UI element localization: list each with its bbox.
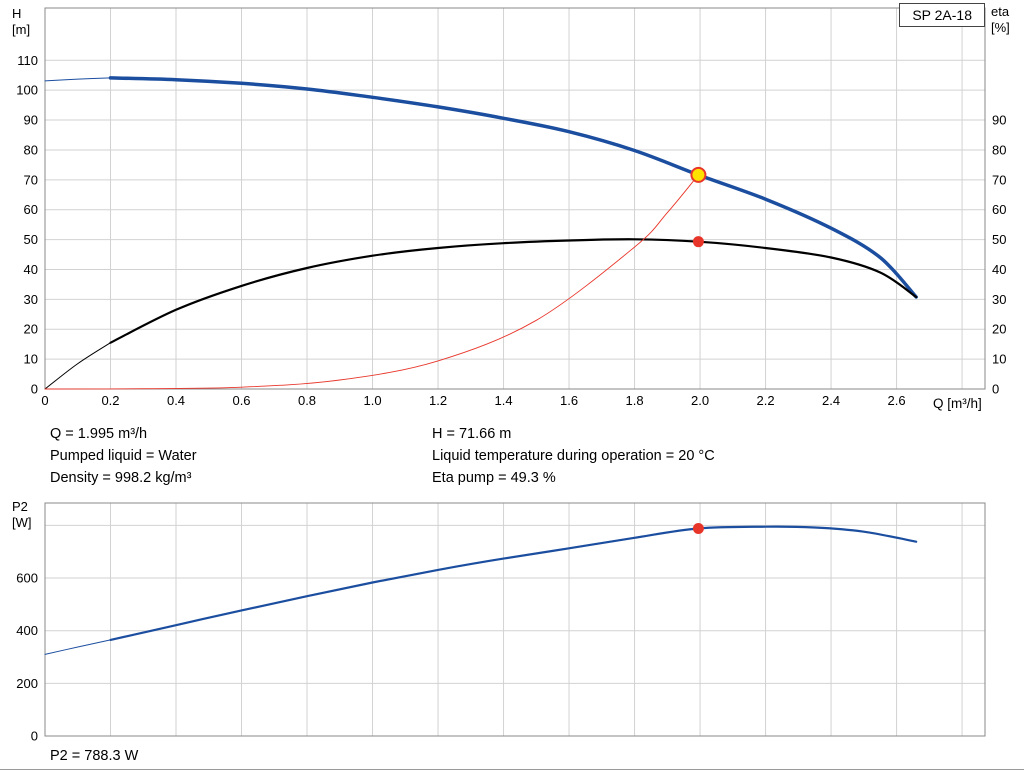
p2-point (692, 522, 704, 534)
y-tick-label-right: 10 (992, 352, 1006, 367)
x-tick-label: 0.2 (101, 393, 119, 408)
head-curve (108, 76, 918, 299)
x-tick-label: 2.2 (757, 393, 775, 408)
x-tick-label: 0 (41, 393, 48, 408)
x-tick-label: 1.6 (560, 393, 578, 408)
right-axis-title-line2: [%] (991, 20, 1010, 35)
y-tick-label-left: 110 (17, 53, 38, 68)
hq-chart: 0 0.2 0.4 0.6 0.8 1.0 1.2 1.4 1.6 1.8 2.0 2.2 2.4 2.6… (16, 7, 1006, 408)
efficiency-curve (109, 238, 918, 344)
y-tick-label-left: 70 (24, 172, 38, 187)
info-pumped-liquid: Pumped liquid = Water (50, 448, 197, 464)
right-axis-title: eta [%] (991, 4, 1010, 36)
x-tick-label: 1.0 (363, 393, 381, 408)
head-curve (44, 77, 111, 82)
info-flow: Q = 1.995 m³/h (50, 426, 148, 442)
duty-info-left-column: Q = 1.995 m³/h Pumped liquid = Water Den… (50, 423, 197, 489)
x-tick-label: 2.0 (691, 393, 709, 408)
x-tick-label: 1.2 (429, 393, 447, 408)
pump-model-label: SP 2A-18 (912, 7, 972, 23)
y-tick-label-right: 50 (992, 232, 1006, 247)
y-tick-label-left: 30 (24, 292, 38, 307)
y-tick-label-left: 90 (24, 113, 38, 128)
p2-curve (109, 525, 918, 641)
left-axis-title: H [m] (12, 6, 30, 38)
efficiency-curve (44, 342, 111, 390)
system-curve (44, 174, 699, 390)
y-tick-label-left: 600 (16, 571, 38, 586)
plot-border (44, 502, 986, 737)
x-tick-label: 0.8 (298, 393, 316, 408)
pump-model-badge: SP 2A-18 (899, 3, 985, 27)
y-tick-label-left: 200 (16, 676, 38, 691)
info-head: H = 71.66 m (432, 426, 512, 442)
y-tick-label-left: 400 (16, 623, 38, 638)
y-tick-label-right: 60 (992, 202, 1006, 217)
info-density: Density = 998.2 kg/m³ (50, 470, 192, 486)
y-tick-label-left: 0 (31, 729, 38, 744)
duty-info-right-column: H = 71.66 m Liquid temperature during op… (432, 423, 715, 489)
p2-axis-title-line2: [W] (12, 515, 32, 530)
bottom-divider (0, 769, 1024, 770)
y-tick-label-left: 80 (24, 142, 38, 157)
x-tick-label: 1.8 (626, 393, 644, 408)
y-tick-label-right: 30 (992, 292, 1006, 307)
duty-point[interactable] (690, 166, 707, 183)
y-tick-label-right: 90 (992, 113, 1006, 128)
right-axis-title-line1: eta (991, 4, 1010, 19)
p2-axis-title-line1: P2 (12, 499, 28, 514)
plot-border (44, 7, 986, 390)
info-eta-pump: Eta pump = 49.3 % (432, 470, 556, 486)
y-tick-label-left: 60 (24, 202, 38, 217)
p2-curve (44, 639, 111, 655)
y-tick-label-right: 70 (992, 172, 1006, 187)
y-tick-label-right: 40 (992, 262, 1006, 277)
p2-axis-title: P2 [W] (12, 499, 32, 531)
x-tick-label: 2.6 (888, 393, 906, 408)
y-tick-label-left: 10 (24, 352, 38, 367)
efficiency-point (692, 236, 704, 248)
y-tick-label-right: 0 (992, 382, 999, 397)
x-tick-label: 1.4 (494, 393, 512, 408)
left-axis-title-line1: H (12, 6, 22, 21)
y-tick-label-right: 80 (992, 142, 1006, 157)
info-liquid-temperature: Liquid temperature during operation = 20… (432, 448, 715, 464)
p2-result-label: P2 = 788.3 W (50, 748, 139, 764)
y-tick-label-right: 20 (992, 322, 1006, 337)
y-tick-label-left: 100 (16, 83, 38, 98)
y-tick-label-left: 20 (24, 322, 38, 337)
p2-chart: 0 200 400 600 (16, 502, 986, 744)
x-tick-label: 0.6 (232, 393, 250, 408)
y-tick-label-left: 0 (31, 382, 38, 397)
x-axis-title: Q [m³/h] (933, 396, 982, 411)
y-tick-label-left: 50 (24, 232, 38, 247)
y-tick-label-left: 40 (24, 262, 38, 277)
left-axis-title-line2: [m] (12, 22, 31, 37)
x-tick-label: 0.4 (167, 393, 185, 408)
x-tick-label: 2.4 (822, 393, 840, 408)
